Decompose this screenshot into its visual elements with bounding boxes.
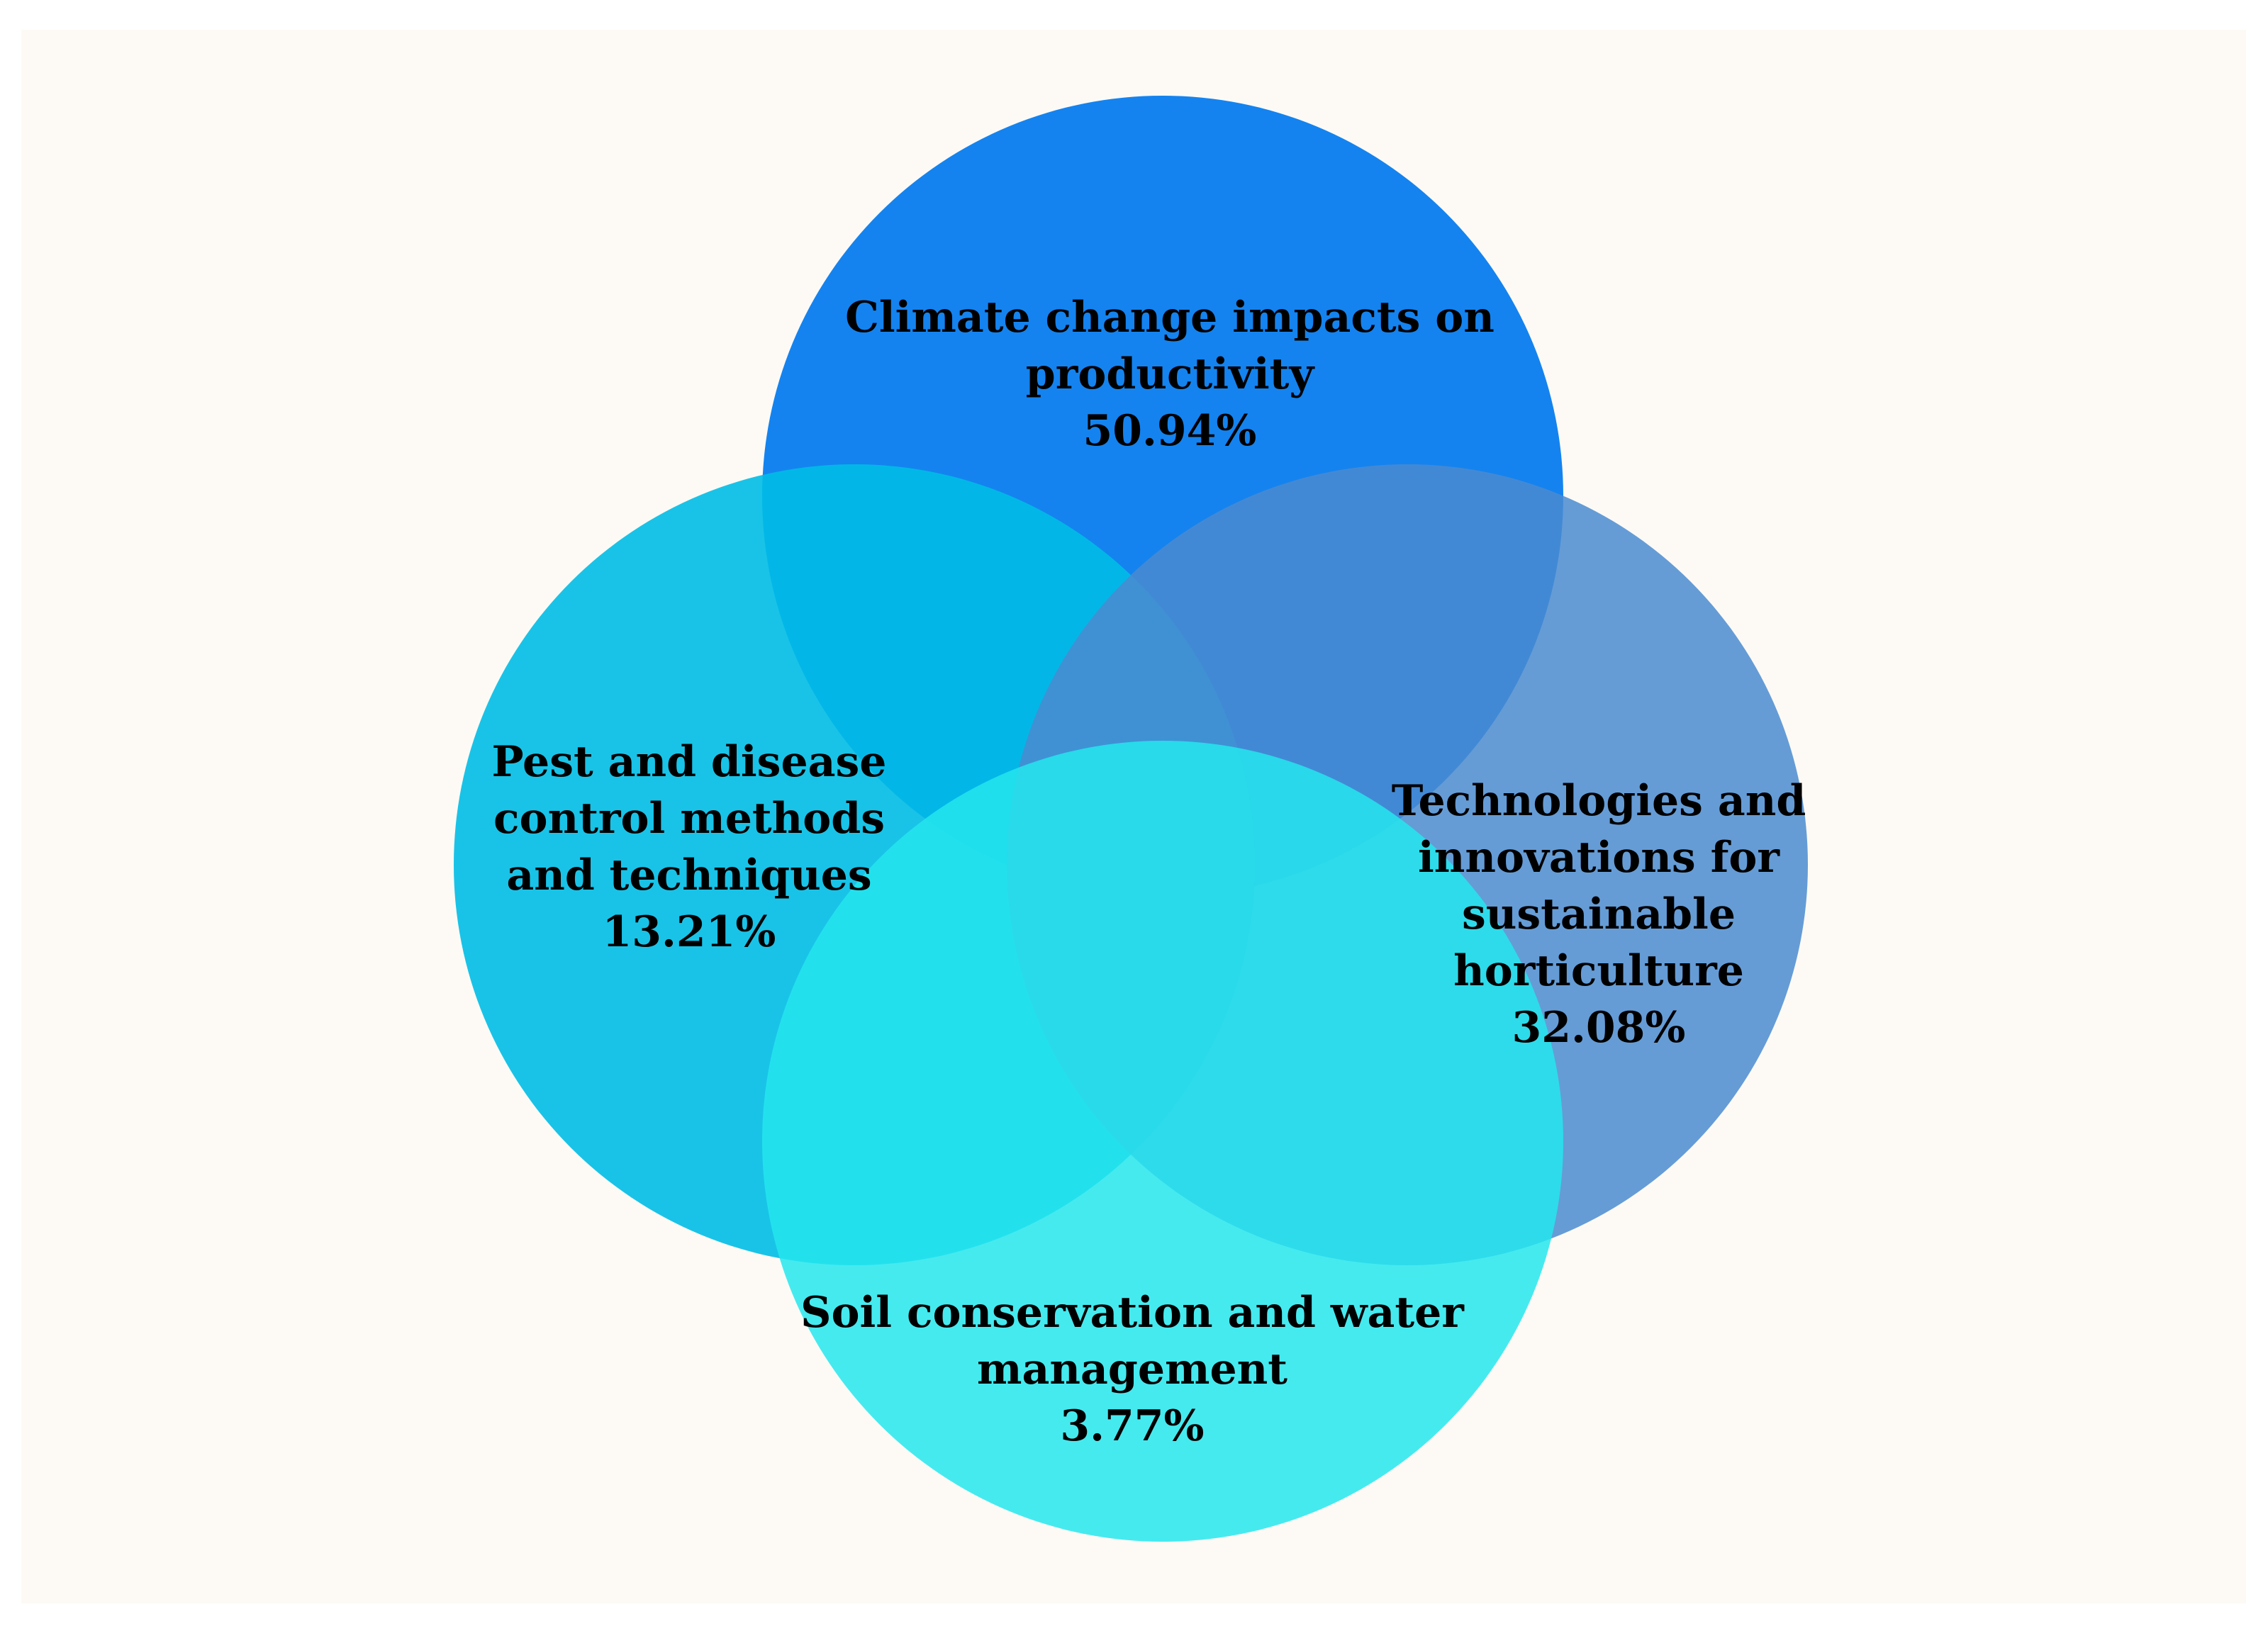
climate-percent: 50.94% bbox=[1083, 406, 1257, 456]
pest-label-line-3: and techniques bbox=[506, 851, 871, 900]
circle-layer bbox=[454, 96, 1808, 1542]
technology-label-line-2: innovations for bbox=[1418, 833, 1780, 882]
climate-label-line-1: Climate change impacts on bbox=[845, 293, 1495, 342]
technology-label-line-1: Technologies and bbox=[1392, 776, 1806, 826]
pest-label-line-1: Pest and disease bbox=[492, 737, 887, 787]
soil-label-line-1: Soil conservation and water bbox=[800, 1288, 1465, 1338]
soil-percent: 3.77% bbox=[1060, 1401, 1204, 1451]
soil-label-line-2: management bbox=[977, 1345, 1287, 1394]
climate-label-line-2: productivity bbox=[1026, 349, 1316, 399]
technology-label-line-4: horticulture bbox=[1453, 946, 1744, 996]
pest-label-line-2: control methods bbox=[493, 794, 885, 843]
technology-percent: 32.08% bbox=[1512, 1003, 1686, 1053]
circle-soil-water-management bbox=[762, 741, 1563, 1542]
pest-percent: 13.21% bbox=[603, 907, 776, 957]
label-layer: Climate change impacts on productivity 5… bbox=[492, 293, 1806, 1451]
technology-label-line-3: sustainable bbox=[1462, 890, 1736, 939]
